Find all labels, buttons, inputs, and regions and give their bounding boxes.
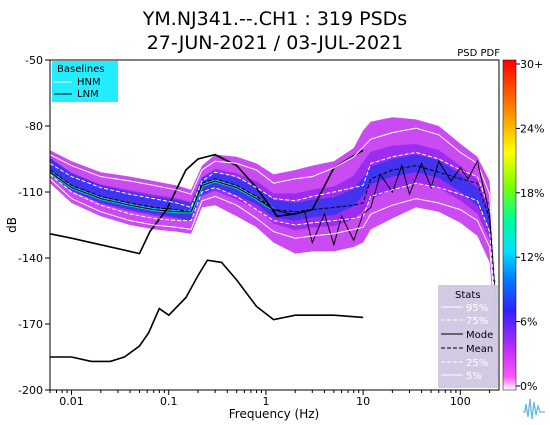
stat-95-label: 95% — [466, 303, 488, 314]
stat-5-label: 5% — [466, 371, 482, 382]
colorbar-tick-label: 24% — [520, 122, 544, 135]
colorbar-tick-label: 0% — [520, 380, 537, 393]
chart-title: YM.NJ341.--.CH1 : 319 PSDs — [142, 8, 407, 30]
plot-area — [50, 117, 496, 363]
y-tick-label: -80 — [25, 120, 43, 133]
colorbar-tick-label: 30+ — [520, 58, 543, 71]
baselines-legend: Baselines HNM LNM — [52, 61, 118, 102]
stats-legend-title: Stats — [455, 290, 481, 301]
x-tick-label: 1 — [262, 395, 269, 408]
x-tick-label: 0.1 — [160, 395, 178, 408]
series-line-25pct — [50, 174, 496, 307]
y-tick-label: -140 — [18, 252, 43, 265]
colorbar — [502, 59, 517, 391]
x-tick-label: 0.01 — [59, 395, 84, 408]
colorbar-tick-label: 12% — [520, 251, 544, 264]
lnm-legend-label: LNM — [77, 89, 99, 100]
y-tick-label: -200 — [18, 384, 43, 397]
plot-frame — [49, 59, 500, 391]
colorbar-tick-label: 6% — [520, 316, 537, 329]
series-line-75pct — [50, 151, 496, 292]
stat-mean-label: Mean — [466, 344, 493, 355]
series-line-lnm — [50, 259, 364, 363]
x-axis: 0.01 0.1 1 10 100 — [49, 390, 491, 408]
stat-75-label: 75% — [466, 316, 488, 327]
y-tick-label: -50 — [25, 54, 43, 67]
y-tick-label: -110 — [18, 186, 43, 199]
seismogram-logo-icon — [523, 398, 545, 420]
hnm-legend-label: HNM — [77, 77, 101, 88]
series-line-95pct — [50, 127, 496, 281]
chart-subtitle: 27-JUN-2021 / 03-JUL-2021 — [147, 32, 404, 54]
colorbar-tick-label: 18% — [520, 187, 544, 200]
x-tick-label: 100 — [450, 395, 471, 408]
baselines-legend-title: Baselines — [57, 64, 105, 75]
y-axis-label: dB — [5, 217, 19, 233]
colorbar-title: PSD PDF — [457, 48, 500, 59]
colorbar-ticks: 30+ 24% 18% 12% 6% 0% — [516, 58, 544, 393]
series-line-5pct — [50, 178, 496, 316]
pdf-band-mid — [50, 144, 496, 314]
series-line-mode — [50, 159, 496, 303]
stats-legend-box — [438, 285, 498, 388]
stats-legend: Stats 95% 75% Mode Mean 25% 5% — [438, 285, 498, 388]
x-axis-label: Frequency (Hz) — [229, 407, 320, 421]
stat-mode-label: Mode — [466, 330, 493, 341]
series-line-mean — [50, 165, 496, 298]
pdf-band-core — [50, 154, 496, 311]
y-tick-label: -170 — [18, 318, 43, 331]
x-tick-label: 10 — [356, 395, 370, 408]
y-axis: -50 -80 -110 -140 -170 -200 — [18, 54, 50, 397]
stat-25-label: 25% — [466, 358, 488, 369]
